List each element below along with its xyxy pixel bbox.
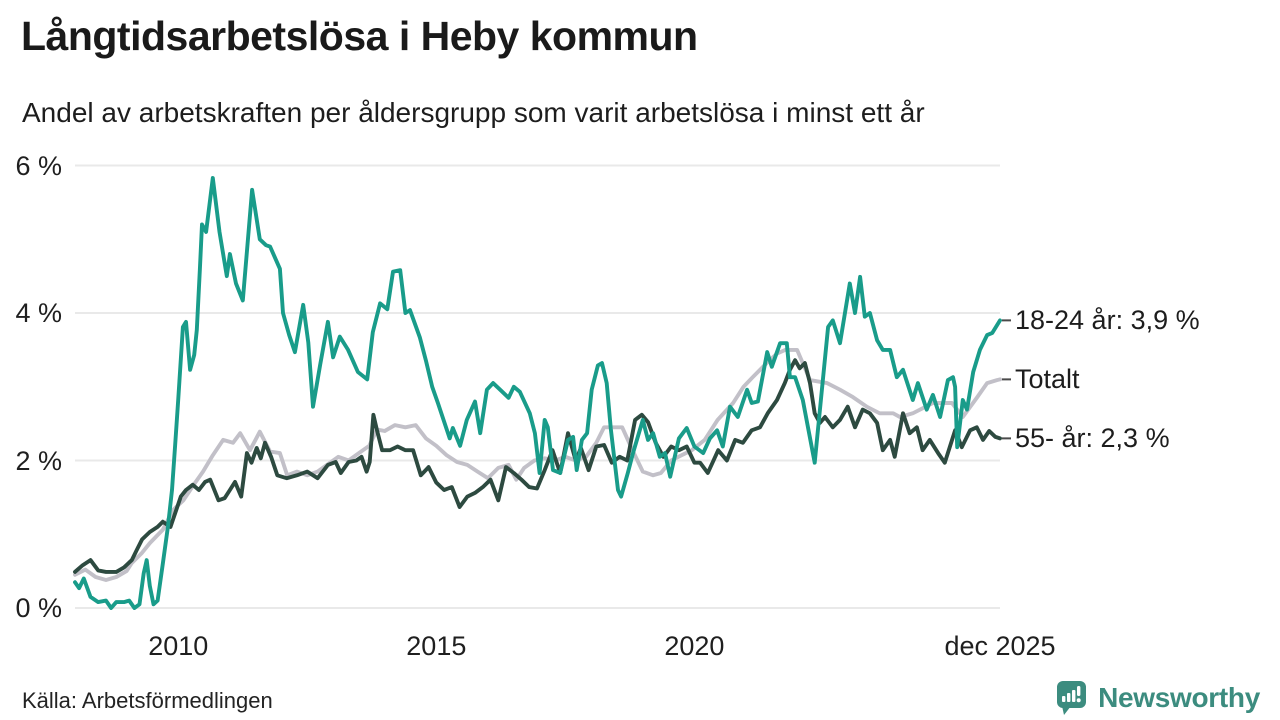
- series-line-totalt: [73, 347, 1002, 582]
- y-tick-label: 2 %: [15, 445, 62, 476]
- x-tick-label: dec 2025: [944, 631, 1056, 661]
- y-tick-label: 0 %: [15, 593, 62, 623]
- newsworthy-icon: [1057, 681, 1087, 715]
- page-title: Långtidsarbetslösa i Heby kommun: [21, 13, 698, 59]
- x-tick-label: 2010: [148, 631, 209, 661]
- page-subtitle: Andel av arbetskraften per åldersgrupp s…: [22, 97, 925, 128]
- y-tick-label: 6 %: [15, 150, 62, 181]
- series-label-18-24-ar: 18-24 år: 3,9 %: [1015, 305, 1200, 336]
- y-tick-label: 4 %: [15, 298, 62, 328]
- x-tick-label: 2015: [406, 631, 467, 661]
- newsworthy-logo: Newsworthy: [1055, 680, 1260, 716]
- series-label-55-ar: 55- år: 2,3 %: [1015, 423, 1170, 454]
- series-line-55-ar: [73, 358, 1002, 574]
- x-tick-label: 2020: [664, 631, 725, 661]
- series-label-totalt: Totalt: [1015, 364, 1080, 395]
- brand-name: Newsworthy: [1098, 682, 1260, 713]
- series-line-18-24-ar: [73, 176, 1002, 610]
- source-note: Källa: Arbetsförmedlingen: [22, 688, 273, 713]
